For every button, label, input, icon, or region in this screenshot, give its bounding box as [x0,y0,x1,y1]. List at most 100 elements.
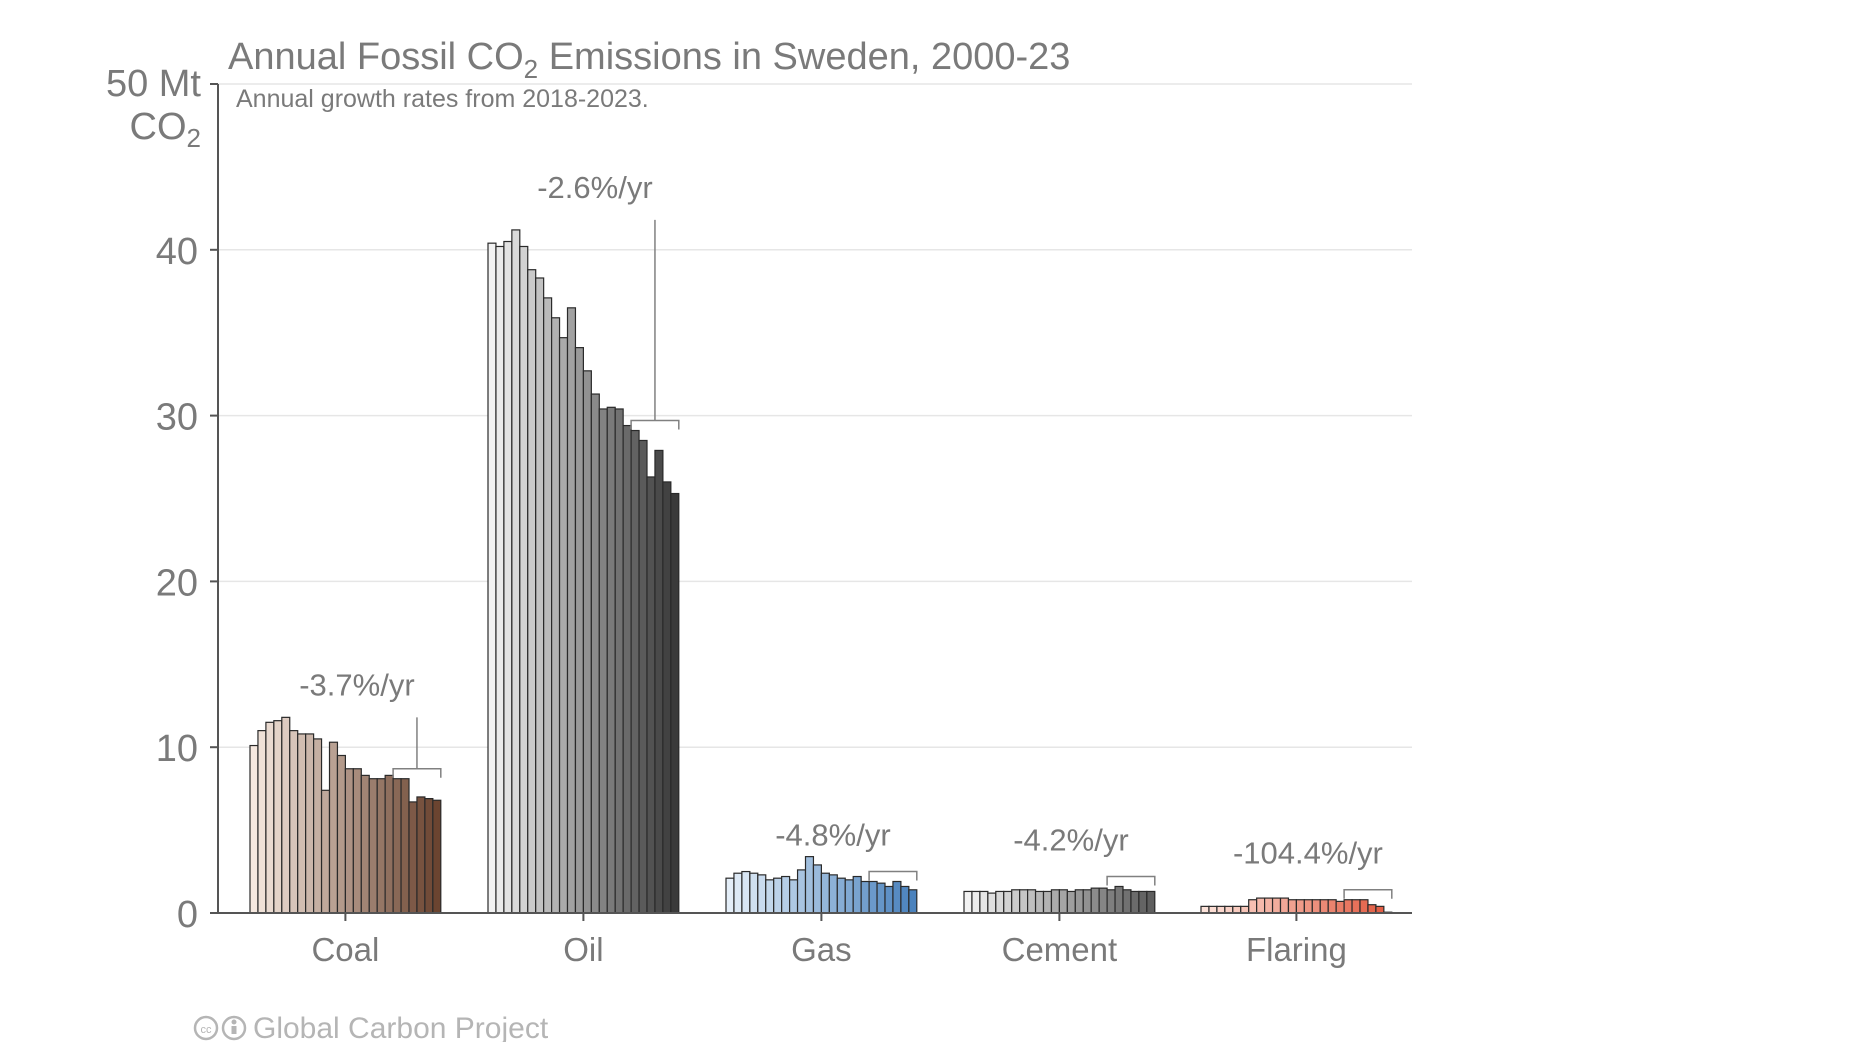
bar [432,799,442,914]
bar [1011,889,1021,914]
bar [1042,890,1053,914]
bar [1263,897,1274,914]
bar [320,789,331,914]
growth-rate-label: -4.2%/yr [1013,822,1128,857]
bar [328,741,339,914]
bar [788,879,799,914]
bar [852,875,862,914]
bar [265,721,275,914]
growth-rate-label: -4.8%/yr [775,817,890,852]
x-tick-label: Flaring [1246,931,1347,968]
bar [630,429,640,914]
growth-bracket: -4.8%/yr [775,817,918,881]
bar [1098,887,1108,914]
y-tick-label: 0 [177,894,198,936]
bar [860,880,870,914]
bar [550,317,561,914]
bar [558,337,569,914]
x-tick-label: Oil [563,931,603,968]
bar [987,892,997,914]
bar [908,889,918,914]
bar [360,774,370,914]
bar [900,885,910,914]
bar [971,890,981,914]
credit-text: Global Carbon Project [253,1012,549,1042]
bar [289,730,299,914]
axes [217,84,1412,914]
creative-commons-by-icon: cc [193,1015,247,1041]
y-tick-label: 40 [156,231,198,273]
bar [820,872,830,914]
bar [1106,889,1116,914]
bar-group-oil [487,229,680,914]
bar [733,872,743,914]
bar [598,408,608,914]
bar [503,240,513,914]
bar [995,890,1005,914]
bar [1026,889,1037,914]
bar [662,481,672,914]
chart-subtitle: Annual growth rates from 2018-2023. [236,85,649,113]
bar [1066,890,1076,914]
bar [868,880,878,914]
bar [892,880,902,914]
bar [424,797,434,914]
x-axis-categories: Coal Oil Gas Cement Flaring [311,913,1347,968]
bar [1311,899,1321,914]
bar [344,768,354,914]
bar [1122,889,1132,914]
bar [773,877,783,914]
bar [273,720,283,914]
growth-rate-label: -2.6%/yr [537,170,652,205]
bar [1295,899,1305,914]
bar [1130,890,1140,914]
bar [257,730,267,914]
x-tick-label: Coal [311,931,379,968]
bar [1114,885,1124,914]
growth-rate-annotations: -3.7%/yr -2.6%/yr -4.8%/yr -4.2%/yr -104.4%/… [299,170,1393,899]
bar [416,796,426,914]
bar [511,229,521,914]
bracket-line [1343,888,1393,899]
bar [836,877,846,914]
bracket-line [868,870,918,881]
bar [1050,889,1060,914]
bar [1019,889,1029,914]
y-tick-label: 20 [156,562,198,604]
bar [1343,899,1353,914]
bar [741,870,751,914]
bar [876,882,886,914]
bar [622,424,632,914]
bar [543,297,553,914]
growth-rate-label: -104.4%/yr [1233,836,1383,871]
bar [638,439,648,914]
bar [1248,899,1258,914]
bracket-line [1106,875,1156,886]
growth-bracket: -104.4%/yr [1233,836,1393,899]
bar [384,774,394,914]
bar [884,885,894,914]
bar [590,393,600,914]
bar-group-cement [963,885,1156,914]
credit-line: cc Global Carbon Project [193,1012,549,1042]
growth-bracket: -2.6%/yr [537,170,680,430]
y-tick-label: 30 [156,397,198,439]
y-tick-label: 10 [156,728,198,770]
bar [535,277,545,914]
y-axis-unit-line2: CO2 [130,106,201,153]
bar [1303,899,1313,914]
bar [400,778,410,914]
bar [1058,889,1068,914]
bar [1003,890,1013,914]
y-axis-ticks: 0 10 20 30 40 [156,83,218,936]
bracket-line [630,419,680,430]
growth-rate-label: -3.7%/yr [299,667,414,702]
bar [519,245,529,914]
bar [670,492,680,914]
bar [249,744,259,914]
bar [1287,899,1297,914]
bar [408,801,418,914]
bar [1090,887,1100,914]
growth-bracket: -4.2%/yr [1013,822,1156,886]
